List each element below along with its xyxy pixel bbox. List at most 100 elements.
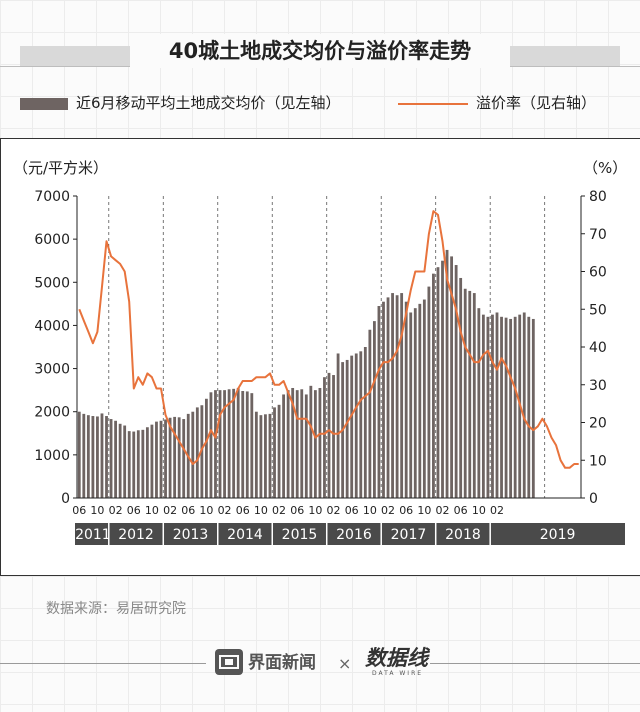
bar (481, 314, 485, 498)
bar (391, 293, 394, 498)
left-tick-label: 4000 (34, 318, 70, 334)
month-tick-label: 06 (454, 504, 468, 517)
bar (218, 390, 222, 498)
year-band (75, 523, 625, 545)
bar (268, 413, 272, 498)
left-tick-label: 1000 (34, 448, 70, 464)
bar (432, 273, 435, 498)
bar (127, 431, 131, 498)
bar (522, 312, 526, 498)
bar (114, 420, 118, 498)
left-axis-label: （元/平方米） (13, 159, 108, 177)
bar (372, 321, 376, 498)
month-tick-label: 10 (90, 504, 104, 517)
bar (245, 391, 249, 498)
bar (409, 312, 413, 498)
bar (109, 419, 113, 498)
month-tick-label: 06 (236, 504, 250, 517)
bar (359, 351, 363, 498)
month-tick-label: 06 (72, 504, 86, 517)
bar (313, 390, 317, 498)
bar (454, 265, 458, 498)
footer-watermark-sub: DATA WIRE (372, 670, 424, 677)
bar (531, 318, 535, 498)
bar (282, 394, 286, 498)
left-tick-label: 5000 (34, 275, 70, 291)
year-label: 2014 (227, 527, 263, 543)
bar (91, 416, 95, 498)
bar (105, 416, 108, 498)
right-tick-label: 10 (589, 453, 607, 469)
month-tick-label: 06 (181, 504, 195, 517)
bar (368, 329, 372, 498)
bar (509, 318, 513, 498)
left-tick-label: 0 (61, 491, 70, 507)
bar (504, 317, 508, 498)
bar (241, 391, 245, 498)
left-tick-label: 3000 (34, 362, 70, 378)
month-tick-label: 06 (399, 504, 413, 517)
bar (214, 390, 217, 498)
bar (363, 347, 367, 498)
year-label: 2018 (445, 527, 481, 543)
year-label: 2015 (282, 527, 318, 543)
bar (463, 288, 467, 498)
left-tick-label: 7000 (34, 189, 70, 205)
jiemian-logo-icon (215, 649, 243, 675)
bar (345, 359, 349, 498)
month-tick-label: 02 (327, 504, 341, 517)
bar (164, 419, 167, 498)
bar (141, 429, 145, 498)
bar (500, 316, 503, 498)
bar (145, 427, 149, 498)
left-tick-label: 6000 (34, 232, 70, 248)
month-tick-label: 10 (417, 504, 431, 517)
right-tick-label: 30 (589, 378, 607, 394)
bar (173, 416, 177, 498)
bar (436, 267, 440, 498)
bar (472, 293, 476, 498)
chart-svg: 0 1000 2000 3000 4000 5000 6000 7000 0 10 20 30 40 50… (13, 159, 627, 545)
month-tick-label: 02 (163, 504, 177, 517)
bar (232, 388, 236, 498)
month-tick-label: 10 (145, 504, 159, 517)
month-tick-label: 02 (272, 504, 286, 517)
month-tick-label: 10 (472, 504, 486, 517)
bar (323, 377, 326, 498)
bar (259, 415, 263, 498)
bar (418, 303, 422, 498)
footer-line-left (0, 663, 206, 664)
bar (477, 308, 481, 498)
bar (118, 423, 122, 498)
right-tick-label: 40 (589, 340, 607, 356)
bar (495, 312, 499, 498)
bar (336, 353, 340, 498)
year-label: 2017 (391, 527, 427, 543)
month-tick-label: 10 (254, 504, 268, 517)
bar (468, 290, 472, 498)
right-tick-label: 0 (589, 491, 598, 507)
right-tick-label: 70 (589, 227, 607, 243)
bar (168, 417, 172, 498)
bar (295, 390, 299, 498)
bar (459, 277, 463, 498)
month-tick-label: 02 (381, 504, 395, 517)
bar (527, 316, 531, 498)
bar (277, 404, 281, 498)
right-tick-label: 60 (589, 265, 607, 281)
bar (209, 392, 213, 498)
year-label: 2016 (336, 527, 372, 543)
month-tick-label: 06 (127, 504, 141, 517)
legend-line-swatch (398, 102, 468, 105)
legend-line-entry: 溢价率（见右轴） (398, 92, 596, 114)
bar (354, 353, 358, 498)
bar (132, 431, 136, 498)
bar (86, 415, 90, 498)
bar (382, 301, 385, 498)
left-tick-label: 2000 (34, 405, 70, 421)
bar (491, 314, 494, 498)
legend-line-label: 溢价率（见右轴） (476, 94, 597, 112)
premium-rate-line (78, 210, 579, 469)
month-tick-label: 10 (363, 504, 377, 517)
bar (304, 394, 308, 498)
